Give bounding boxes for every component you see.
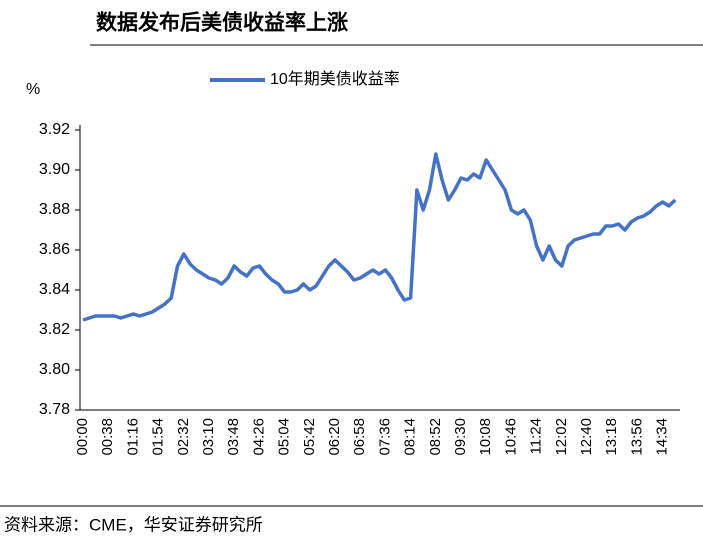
legend-label: 10年期美债收益率 [270,70,400,88]
x-tick-label: 11:24 [528,418,545,454]
x-tick-label: 06:20 [326,418,343,456]
x-tick-label: 10:08 [477,418,494,456]
x-tick-label: 02:32 [175,418,192,456]
y-tick-label: 3.78 [39,401,70,418]
x-tick-label: 12:02 [553,418,570,456]
y-tick-label: 3.86 [39,241,70,258]
series-line [82,152,677,322]
x-tick-label: 05:04 [276,418,293,456]
y-axis-label: % [26,81,40,98]
chart-title: 数据发布后美债收益率上涨 [96,11,348,35]
x-tick-label: 07:36 [376,418,393,456]
x-tick-label: 00:38 [99,418,116,456]
y-tick-label: 3.80 [39,361,70,378]
x-tick-label: 08:52 [427,418,444,456]
x-tick-label: 01:16 [124,418,141,456]
y-tick-label: 3.82 [39,321,70,338]
x-tick-label: 05:42 [301,418,318,456]
x-tick-label: 04:26 [250,418,267,456]
x-tick-label: 08:14 [402,418,419,456]
y-tick-label: 3.92 [39,121,70,138]
x-tick-label: 13:56 [628,418,645,456]
x-tick-label: 12:40 [578,418,595,456]
x-tick-label: 06:58 [351,418,368,456]
x-tick-label: 10:46 [502,418,519,456]
x-tick-label: 03:10 [200,418,217,456]
x-tick-label: 01:54 [150,418,167,456]
x-tick-label: 14:34 [654,418,671,456]
y-tick-label: 3.84 [39,281,70,298]
source: 资料来源：CME，华安证券研究所 [4,515,263,534]
y-tick-label: 3.88 [39,201,70,218]
x-tick-label: 03:48 [225,418,242,456]
y-tick-label: 3.90 [39,161,70,178]
x-tick-label: 09:30 [452,418,469,456]
x-tick-label: 13:18 [603,418,620,456]
x-tick-label: 00:00 [74,418,91,456]
